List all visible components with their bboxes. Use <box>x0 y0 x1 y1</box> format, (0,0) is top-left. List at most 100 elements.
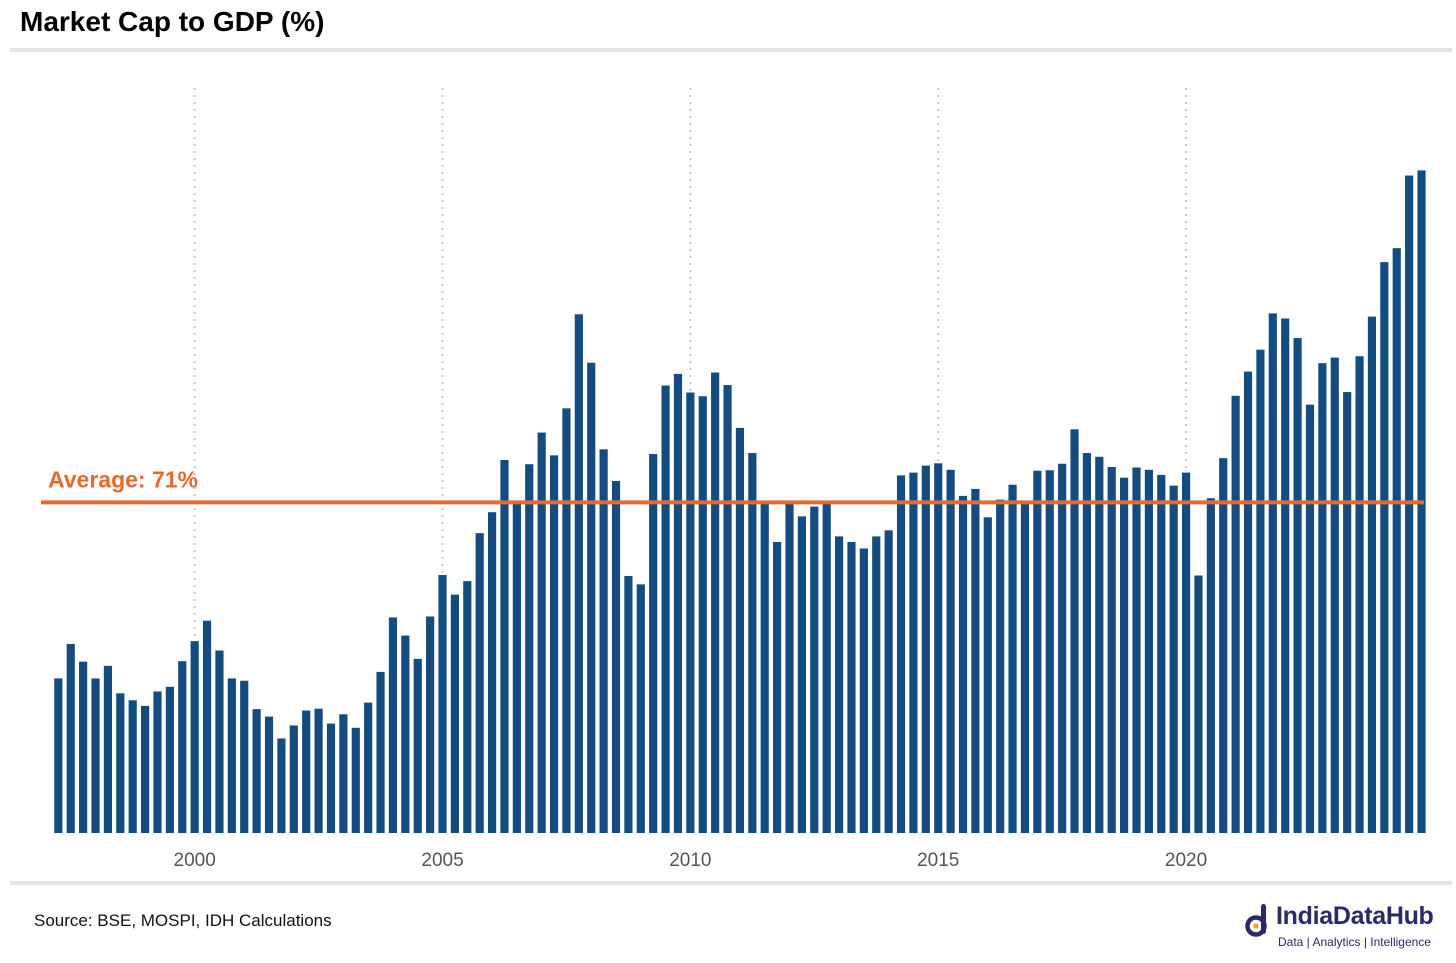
bar <box>797 516 806 834</box>
bar <box>1058 463 1067 833</box>
x-tick-label: 2005 <box>421 850 463 871</box>
source-note: Source: BSE, MOSPI, IDH Calculations <box>34 911 332 930</box>
bar <box>1157 474 1166 833</box>
bar <box>735 427 745 833</box>
bar <box>240 680 249 833</box>
bar <box>810 506 819 833</box>
bar <box>153 691 162 833</box>
bar <box>79 661 88 833</box>
bar <box>1169 485 1178 833</box>
bar <box>277 738 286 833</box>
bar <box>141 705 150 833</box>
bar <box>748 453 757 833</box>
x-tick-label: 2010 <box>669 850 711 871</box>
bar <box>190 641 199 833</box>
bar <box>872 536 881 833</box>
bar <box>1082 453 1092 833</box>
bar <box>488 512 497 833</box>
bar <box>785 501 794 833</box>
bar <box>512 502 521 833</box>
bar <box>636 584 645 833</box>
bar <box>896 475 906 833</box>
bar <box>562 408 571 833</box>
bar <box>909 472 918 833</box>
bar <box>760 502 769 833</box>
bar <box>1367 316 1377 833</box>
bar <box>128 700 137 833</box>
bar <box>1231 395 1240 833</box>
bar <box>339 714 348 833</box>
bar <box>921 465 930 833</box>
bar <box>1045 470 1054 833</box>
logo-tagline: Data | Analytics | Intelligence <box>1278 935 1431 949</box>
bar <box>1107 467 1116 833</box>
bar <box>1305 404 1315 834</box>
bar <box>822 503 831 833</box>
bar <box>165 686 174 833</box>
average-label: Average: 71% <box>48 466 198 492</box>
bar <box>1194 575 1203 833</box>
bar <box>1181 472 1191 833</box>
bar <box>996 499 1005 833</box>
indiadatahub-logo: IndiaDataHub Data | Analytics | Intellig… <box>1240 900 1452 956</box>
bar <box>673 373 683 833</box>
bar <box>1392 248 1401 833</box>
bar <box>859 548 868 833</box>
bar <box>1343 392 1352 833</box>
average-layer: Average: 71% <box>41 466 1424 505</box>
bar <box>1020 502 1030 833</box>
bar <box>686 392 695 833</box>
bar <box>376 671 385 833</box>
bar <box>103 665 113 833</box>
top-divider <box>10 48 1452 52</box>
indiadatahub-logo-icon <box>1245 904 1267 937</box>
bar <box>624 575 633 833</box>
bar <box>289 725 298 833</box>
bar <box>1330 357 1339 833</box>
bar <box>1120 477 1129 833</box>
market-cap-gdp-chart: Average: 71% 2000 2005 2010 2015 2020 <box>41 88 1426 871</box>
bar <box>388 617 398 833</box>
bar <box>537 432 546 833</box>
bar <box>66 643 75 833</box>
bar <box>958 495 968 833</box>
bar <box>525 464 534 833</box>
bar <box>1033 470 1042 833</box>
bar <box>413 658 422 833</box>
bar <box>202 620 212 833</box>
bar <box>450 594 459 833</box>
bar <box>1243 371 1253 833</box>
x-tick-label: 2020 <box>1165 850 1207 871</box>
bar <box>884 530 893 833</box>
bar <box>351 727 360 833</box>
bar <box>1281 318 1290 834</box>
bar <box>438 575 447 833</box>
bar <box>1206 498 1215 833</box>
bar <box>1355 356 1364 833</box>
bar <box>1380 262 1389 833</box>
bar <box>574 314 583 833</box>
bar <box>364 702 373 834</box>
bar <box>934 463 943 833</box>
bar <box>649 453 658 833</box>
x-tick-label: 2015 <box>917 850 959 871</box>
bar <box>1256 349 1265 833</box>
bar <box>54 678 63 833</box>
bar <box>946 469 955 833</box>
chart-title: Market Cap to GDP (%) <box>20 6 325 37</box>
bar <box>1008 484 1017 833</box>
bar-series <box>54 170 1426 834</box>
logo-wordmark: IndiaDataHub <box>1276 902 1434 930</box>
bar <box>549 455 559 833</box>
x-tick-label: 2000 <box>174 850 216 871</box>
bar <box>264 716 274 833</box>
x-axis: 2000 2005 2010 2015 2020 <box>174 850 1208 871</box>
bar <box>587 362 596 833</box>
bar <box>971 488 980 833</box>
bar <box>847 541 856 833</box>
bar <box>1268 313 1277 833</box>
bar <box>1219 458 1228 833</box>
bar <box>1132 467 1141 833</box>
bar <box>401 635 410 833</box>
bar <box>116 693 125 833</box>
